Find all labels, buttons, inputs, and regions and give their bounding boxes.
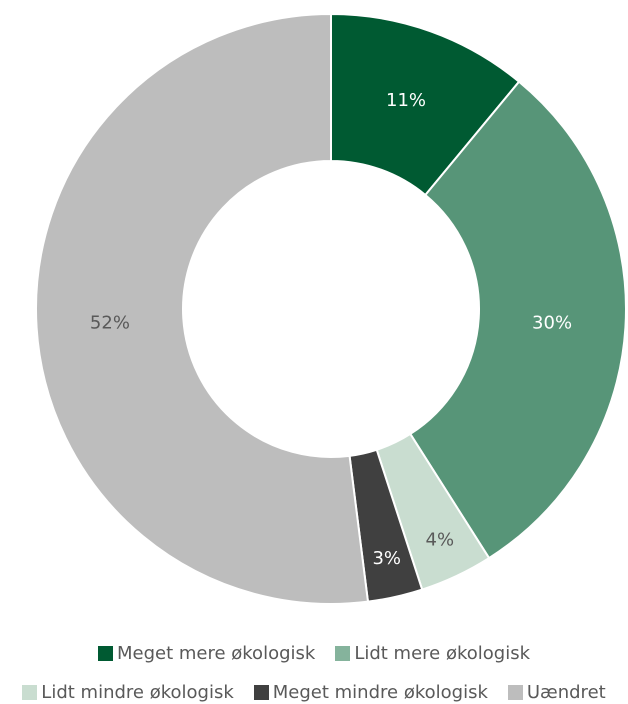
legend-label: Meget mindre økologisk (272, 682, 488, 703)
legend-item-meget-mere: Meget mere økologisk (97, 643, 316, 664)
legend-label: Lidt mere økologisk (354, 643, 531, 664)
donut-slice (35, 12, 370, 605)
legend-item-uaendret: Uændret (507, 682, 606, 703)
legend-swatch (22, 685, 38, 700)
legend-row: Lidt mindre økologisk Meget mindre økolo… (0, 682, 628, 703)
legend-item-lidt-mindre: Lidt mindre økologisk (22, 682, 234, 703)
legend-swatch (97, 646, 113, 661)
donut-chart: 11% 30% 4% 3% 52% (35, 12, 627, 605)
data-label: 3% (372, 548, 401, 569)
donut-slice (408, 80, 627, 560)
legend-label: Lidt mindre økologisk (41, 682, 234, 703)
legend-swatch (335, 646, 351, 661)
legend-row: Meget mere økologisk Lidt mere økologisk (0, 643, 628, 664)
legend-label: Meget mere økologisk (116, 643, 316, 664)
data-label: 11% (386, 90, 426, 111)
data-label: 52% (90, 312, 130, 333)
data-label: 30% (532, 312, 572, 333)
legend-swatch (507, 685, 523, 700)
data-label: 4% (426, 530, 455, 551)
legend-label: Uændret (526, 682, 606, 703)
legend-item-lidt-mere: Lidt mere økologisk (335, 643, 530, 664)
legend-swatch (253, 685, 269, 700)
legend-item-meget-mindre: Meget mindre økologisk (253, 682, 488, 703)
